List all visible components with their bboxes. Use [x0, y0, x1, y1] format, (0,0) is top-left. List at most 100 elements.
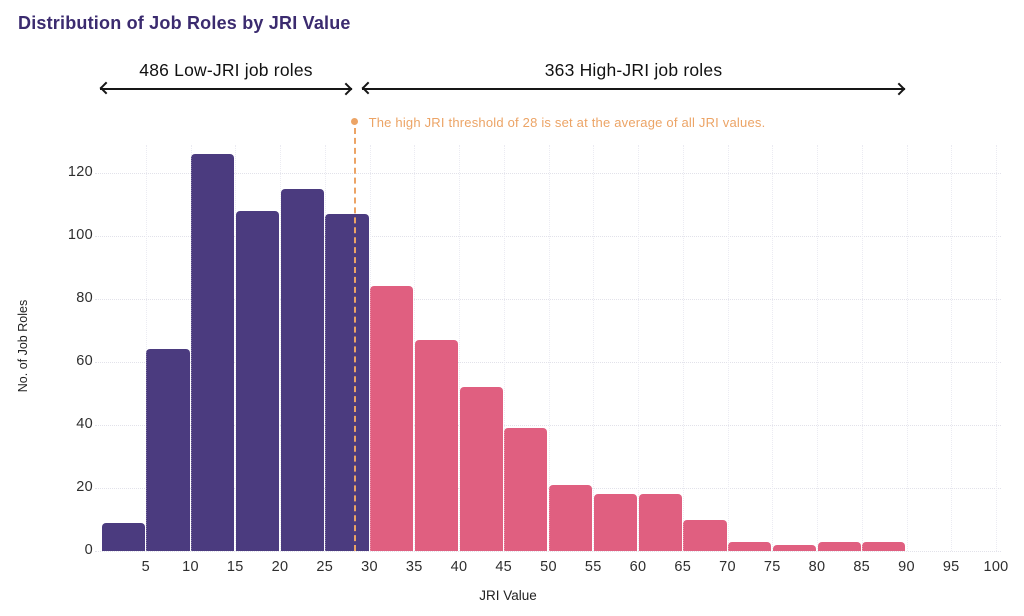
h-gridline	[95, 551, 1001, 552]
v-gridline	[682, 145, 684, 551]
histogram-bar-5-10	[146, 349, 190, 551]
x-tick-label: 25	[316, 559, 334, 575]
arrow-right-head-icon	[339, 82, 353, 96]
v-gridline	[727, 145, 729, 551]
v-gridline-overlay	[503, 145, 505, 551]
y-tick-label: 20	[76, 479, 93, 495]
histogram-bar-30-35	[370, 286, 414, 551]
threshold-dashed-line	[353, 128, 356, 551]
v-gridline-overlay	[280, 145, 281, 551]
v-gridline-overlay	[190, 145, 192, 551]
histogram-bar-45-50	[504, 428, 548, 551]
y-tick-label: 0	[84, 542, 93, 558]
arrow-left-head-icon	[361, 81, 375, 95]
v-gridline-overlay	[324, 145, 326, 551]
x-tick-label: 10	[182, 559, 199, 575]
threshold-note: The high JRI threshold of 28 is set at t…	[368, 115, 766, 130]
v-gridline	[817, 145, 818, 551]
h-gridline	[95, 425, 1001, 426]
histogram-bar-60-65	[638, 494, 682, 551]
x-tick-label: 60	[629, 559, 647, 575]
histogram-bar-50-55	[549, 484, 593, 551]
h-gridline	[95, 299, 1001, 300]
x-tick-label: 75	[763, 559, 781, 575]
histogram-bar-20-25	[280, 188, 324, 551]
v-gridline	[861, 145, 863, 551]
threshold-dot-icon	[351, 118, 359, 125]
histogram-bar-40-45	[459, 387, 503, 551]
x-tick-label: 65	[674, 559, 692, 575]
histogram-bar-75-80	[772, 544, 817, 551]
v-gridline-overlay	[638, 145, 639, 551]
v-gridline-overlay	[861, 145, 863, 551]
x-tick-label: 55	[584, 559, 602, 575]
y-tick-label: 100	[67, 227, 93, 243]
arrow-right-head-icon	[892, 82, 906, 96]
v-gridline	[548, 145, 550, 551]
h-gridline	[95, 488, 1001, 489]
histogram-bar-55-60	[593, 494, 638, 551]
histogram-bar-15-20	[235, 210, 280, 551]
x-tick-label: 90	[898, 559, 915, 575]
arrow-left-head-icon	[99, 81, 113, 95]
histogram-bar-0-5	[101, 522, 145, 551]
v-gridline	[996, 145, 997, 551]
x-tick-label: 50	[540, 559, 557, 575]
chart-title: Distribution of Job Roles by JRI Value	[18, 13, 351, 33]
v-gridline-overlay	[145, 145, 147, 551]
high-jri-range-label: 363 High-JRI job roles	[544, 60, 723, 80]
v-gridline-overlay	[996, 145, 997, 551]
x-tick-label: 100	[983, 559, 1009, 575]
v-gridline-overlay	[727, 145, 729, 551]
histogram-bar-80-85	[817, 541, 861, 551]
x-tick-label: 80	[808, 559, 826, 575]
x-tick-label: 30	[361, 559, 378, 575]
x-tick-label: 85	[853, 559, 871, 575]
v-gridline-overlay	[548, 145, 550, 551]
v-gridline-overlay	[951, 145, 953, 551]
h-gridline	[95, 236, 1001, 237]
y-tick-label: 60	[76, 353, 93, 369]
v-gridline	[145, 145, 147, 551]
x-tick-label: 70	[719, 559, 736, 575]
histogram-bar-85-90	[862, 541, 906, 551]
v-gridline-overlay	[772, 145, 774, 551]
x-tick-label: 40	[450, 559, 468, 575]
v-gridline	[772, 145, 774, 551]
v-gridline-overlay	[593, 145, 595, 551]
x-tick-label: 45	[495, 559, 513, 575]
histogram-bar-25-30	[325, 213, 369, 551]
v-gridline	[906, 145, 908, 551]
x-tick-label: 5	[141, 559, 150, 575]
y-tick-label: 80	[76, 290, 93, 306]
histogram-bar-35-40	[414, 340, 459, 551]
v-gridline	[459, 145, 460, 551]
v-gridline-overlay	[817, 145, 818, 551]
v-gridline-overlay	[906, 145, 908, 551]
histogram-bar-70-75	[728, 541, 772, 551]
v-gridline-overlay	[369, 145, 371, 551]
v-gridline	[593, 145, 595, 551]
high-jri-range-arrow: 363 High-JRI job roles	[361, 60, 906, 96]
h-gridline	[95, 362, 1001, 363]
y-axis-label: No. of Job Roles	[16, 299, 30, 393]
v-gridline-overlay	[235, 145, 237, 551]
low-jri-range-arrow: 486 Low-JRI job roles	[99, 60, 353, 96]
x-tick-label: 95	[942, 559, 960, 575]
x-tick-label: 15	[226, 559, 244, 575]
h-gridline	[95, 173, 1001, 174]
v-gridline	[951, 145, 953, 551]
v-gridline-overlay	[459, 145, 460, 551]
x-tick-label: 20	[271, 559, 289, 575]
y-tick-label: 40	[76, 416, 93, 432]
x-axis-label: JRI Value	[479, 588, 537, 603]
v-gridline-overlay	[682, 145, 684, 551]
v-gridline	[503, 145, 505, 551]
histogram-bar-10-15	[191, 154, 235, 551]
histogram-bar-65-70	[683, 519, 727, 551]
v-gridline-overlay	[414, 145, 416, 551]
y-tick-label: 120	[67, 164, 93, 180]
v-gridline	[638, 145, 639, 551]
low-jri-range-label: 486 Low-JRI job roles	[139, 60, 313, 80]
